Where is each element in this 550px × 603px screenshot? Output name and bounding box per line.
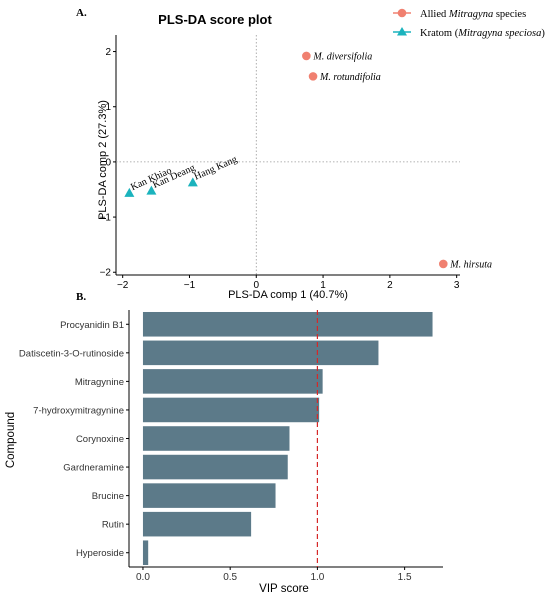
data-point	[439, 259, 448, 269]
vip-bar	[142, 426, 290, 451]
legend-allied-part: Mitragyna	[448, 9, 493, 20]
vip-bar	[142, 511, 252, 537]
category-label: 7-hydroxymitragynine	[33, 405, 124, 416]
vip-bar	[142, 454, 288, 480]
score-plot-reference-lines	[116, 35, 460, 275]
legend-entry-allied: Allied Mitragyna species	[393, 8, 526, 20]
x-tick-label: −2	[117, 280, 129, 291]
data-point	[146, 185, 157, 195]
point-label: M. hirsuta	[449, 259, 492, 270]
vip-bar	[142, 311, 433, 337]
legend-entry-kratom: Kratom (Mitragyna speciosa)	[393, 27, 545, 39]
category-label: Procyanidin B1	[60, 320, 124, 331]
point-label: M. diversifolia	[312, 51, 372, 62]
data-point	[124, 187, 135, 197]
category-label: Brucine	[92, 491, 124, 502]
x-tick-label: 0.0	[136, 572, 150, 583]
vip-x-ticks: 0.0 0.5 1.0 1.5	[136, 567, 412, 583]
point-label: Hang Kang	[193, 154, 239, 183]
legend-kratom-triangle-icon	[397, 27, 407, 36]
vip-category-labels: Procyanidin B1 Datiscetin-3-O-rutinoside M…	[19, 320, 129, 559]
legend-kratom-part: Kratom (	[420, 28, 459, 39]
y-tick-label: 1	[105, 102, 111, 113]
category-label: Datiscetin-3-O-rutinoside	[19, 348, 124, 359]
category-label: Hyperoside	[76, 548, 124, 559]
x-tick-label: 1	[320, 280, 326, 291]
data-point	[308, 72, 318, 81]
vip-bar	[142, 340, 379, 366]
score-plot-legend: Allied Mitragyna species Kratom (Mitragy…	[393, 8, 545, 39]
score-plot-points: M. diversifolia M. rotundifolia M. hirsuta…	[124, 51, 492, 270]
y-tick-label: 0	[105, 157, 111, 168]
point-label: M. rotundifolia	[319, 72, 381, 83]
vip-panel: B. 0.0 0.5 1.0 1.5 Procyanidin B1 Datiscetin…	[5, 291, 443, 595]
legend-kratom-part: )	[541, 28, 545, 39]
vip-bars	[142, 311, 433, 566]
category-label: Gardneramine	[63, 463, 124, 474]
vip-bar	[142, 540, 149, 566]
vip-bar	[142, 397, 320, 423]
x-tick-label: 1.0	[310, 572, 324, 583]
score-plot-y-axis-title: PLS-DA comp 2 (27.3%)	[97, 100, 109, 220]
panel-a-label: A.	[76, 7, 87, 19]
x-tick-label: 1.5	[398, 572, 412, 583]
legend-allied-part: Allied	[420, 9, 449, 20]
panel-b-label: B.	[76, 291, 86, 303]
category-label: Corynoxine	[76, 434, 124, 445]
x-tick-label: 3	[454, 280, 460, 291]
x-tick-label: 2	[387, 280, 393, 291]
y-tick-label: 2	[105, 47, 111, 58]
y-tick-label: −1	[100, 213, 112, 224]
y-tick-label: −2	[100, 268, 112, 279]
data-point	[302, 51, 311, 61]
legend-kratom-label: Kratom (Mitragyna speciosa)	[420, 28, 545, 39]
vip-bar	[142, 483, 276, 508]
x-tick-label: −1	[184, 280, 196, 291]
score-plot-y-ticks: −2 −1 0 1 2	[100, 47, 116, 279]
vip-y-axis-title: Compound	[5, 412, 17, 468]
data-point	[187, 177, 198, 187]
x-tick-label: 0.5	[223, 572, 237, 583]
vip-bar	[142, 369, 323, 394]
score-plot-panel: A. PLS-DA score plot Allied Mitragyna sp…	[76, 7, 545, 301]
legend-allied-circle-icon	[397, 8, 407, 18]
score-plot-title: PLS-DA score plot	[158, 12, 272, 27]
legend-allied-part: species	[493, 9, 526, 20]
score-plot-x-axis-title: PLS-DA comp 1 (40.7%)	[228, 289, 348, 301]
legend-kratom-part: Mitragyna speciosa	[457, 28, 541, 39]
score-plot-x-ticks: −2 −1 0 1 2 3	[117, 275, 460, 291]
legend-allied-label: Allied Mitragyna species	[420, 9, 526, 20]
x-tick-label: 0	[253, 280, 259, 291]
category-label: Rutin	[102, 520, 124, 531]
category-label: Mitragynine	[75, 377, 124, 388]
vip-x-axis-title: VIP score	[259, 583, 309, 595]
